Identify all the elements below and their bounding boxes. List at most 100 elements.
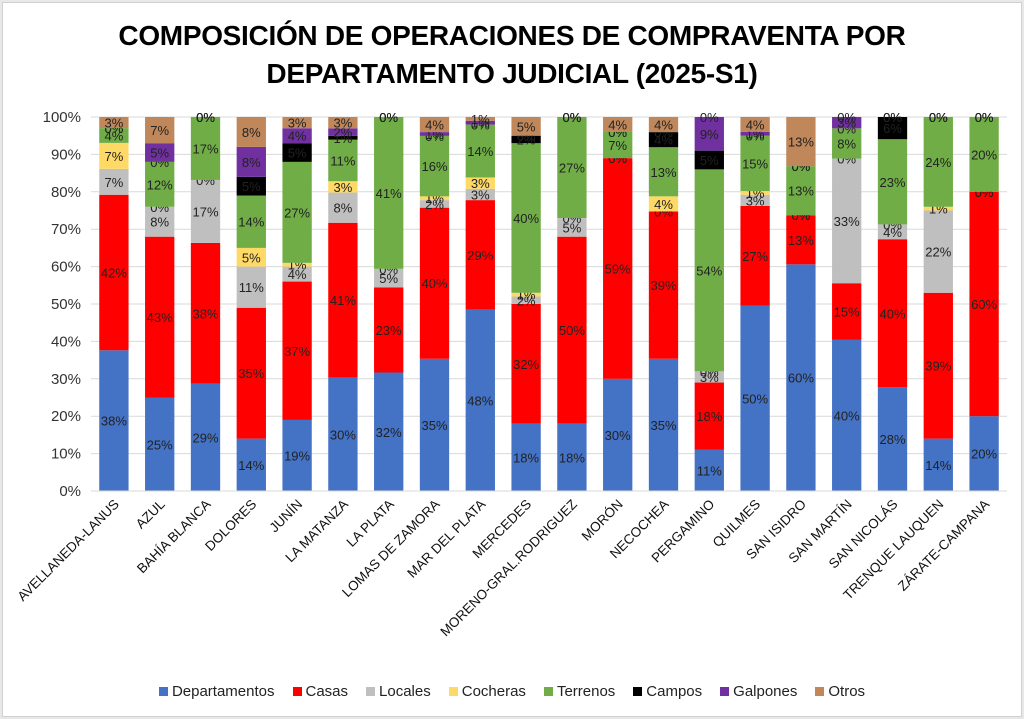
bar-segment-terrenos[interactable]	[282, 161, 312, 263]
bar-segment-galpones[interactable]	[236, 146, 266, 177]
bar-segment-cocheras[interactable]	[328, 181, 358, 193]
bar-segment-casas[interactable]	[282, 281, 312, 420]
legend-item-departamentos[interactable]: Departamentos	[158, 683, 275, 700]
bar-segment-departamentos[interactable]	[603, 378, 633, 491]
bar-segment-otros[interactable]	[99, 117, 129, 129]
bar-segment-departamentos[interactable]	[969, 416, 999, 491]
bar-segment-terrenos[interactable]	[832, 128, 862, 159]
bar-segment-terrenos[interactable]	[786, 166, 816, 216]
bar-segment-terrenos[interactable]	[740, 135, 770, 192]
legend-item-casas[interactable]: Casas	[292, 683, 348, 700]
bar-segment-otros[interactable]	[419, 117, 450, 133]
bar-segment-campos[interactable]	[328, 135, 358, 140]
bar-segment-casas[interactable]	[328, 222, 358, 378]
bar-segment-departamentos[interactable]	[832, 339, 862, 491]
bar-segment-galpones[interactable]	[328, 128, 358, 136]
bar-segment-departamentos[interactable]	[99, 350, 129, 491]
bar-segment-cocheras[interactable]	[511, 292, 541, 297]
legend-item-locales[interactable]: Locales	[366, 683, 431, 700]
bar-segment-galpones[interactable]	[465, 120, 495, 125]
bar-segment-cocheras[interactable]	[465, 177, 495, 189]
bar-segment-galpones[interactable]	[419, 132, 450, 136]
bar-segment-terrenos[interactable]	[969, 117, 999, 192]
bar-segment-departamentos[interactable]	[374, 372, 404, 491]
bar-segment-locales[interactable]	[923, 210, 953, 293]
bar-segment-casas[interactable]	[648, 211, 679, 359]
bar-segment-departamentos[interactable]	[145, 397, 175, 492]
bar-segment-casas[interactable]	[465, 200, 495, 310]
bar-segment-departamentos[interactable]	[190, 383, 221, 491]
bar-segment-locales[interactable]	[145, 206, 175, 237]
bar-segment-galpones[interactable]	[145, 143, 175, 162]
bar-segment-cocheras[interactable]	[648, 196, 679, 212]
bar-segment-otros[interactable]	[786, 117, 816, 167]
bar-segment-departamentos[interactable]	[511, 423, 541, 491]
bar-segment-terrenos[interactable]	[145, 161, 175, 207]
bar-segment-casas[interactable]	[969, 191, 999, 417]
bar-segment-otros[interactable]	[328, 117, 358, 129]
bar-segment-terrenos[interactable]	[648, 147, 679, 197]
bar-segment-galpones[interactable]	[282, 128, 312, 144]
bar-segment-departamentos[interactable]	[923, 438, 953, 491]
bar-segment-casas[interactable]	[603, 158, 633, 379]
bar-segment-otros[interactable]	[648, 117, 679, 133]
bar-segment-casas[interactable]	[236, 307, 266, 439]
bar-segment-terrenos[interactable]	[465, 124, 495, 178]
bar-segment-terrenos[interactable]	[557, 117, 587, 218]
bar-segment-otros[interactable]	[236, 117, 266, 147]
bar-segment-casas[interactable]	[877, 239, 908, 388]
bar-segment-locales[interactable]	[282, 266, 312, 282]
bar-segment-locales[interactable]	[877, 224, 908, 240]
bar-segment-locales[interactable]	[99, 168, 129, 195]
bar-segment-casas[interactable]	[145, 236, 175, 398]
bar-segment-terrenos[interactable]	[374, 117, 404, 269]
bar-segment-otros[interactable]	[740, 117, 770, 132]
bar-segment-departamentos[interactable]	[557, 423, 587, 491]
bar-segment-locales[interactable]	[694, 371, 724, 383]
bar-segment-casas[interactable]	[419, 207, 450, 359]
legend-item-cocheras[interactable]: Cocheras	[448, 683, 526, 700]
bar-segment-otros[interactable]	[465, 117, 495, 121]
bar-segment-departamentos[interactable]	[877, 387, 908, 491]
bar-segment-galpones[interactable]	[694, 117, 724, 151]
bar-segment-departamentos[interactable]	[648, 358, 679, 491]
bar-segment-casas[interactable]	[923, 292, 953, 439]
bar-segment-cocheras[interactable]	[923, 206, 953, 211]
bar-segment-otros[interactable]	[282, 117, 312, 129]
bar-segment-terrenos[interactable]	[511, 143, 541, 293]
bar-segment-locales[interactable]	[511, 296, 541, 304]
bar-segment-locales[interactable]	[190, 179, 221, 243]
bar-segment-casas[interactable]	[374, 287, 404, 373]
bar-segment-campos[interactable]	[511, 135, 541, 144]
bar-segment-casas[interactable]	[557, 236, 587, 424]
legend-item-otros[interactable]: Otros	[815, 683, 865, 700]
bar-segment-cocheras[interactable]	[236, 247, 266, 267]
bar-segment-locales[interactable]	[328, 192, 358, 223]
bar-segment-departamentos[interactable]	[419, 358, 450, 491]
bar-segment-departamentos[interactable]	[328, 377, 358, 491]
bar-segment-departamentos[interactable]	[465, 309, 495, 491]
bar-segment-departamentos[interactable]	[740, 305, 770, 491]
bar-segment-terrenos[interactable]	[190, 117, 221, 180]
bar-segment-locales[interactable]	[740, 194, 770, 206]
bar-segment-departamentos[interactable]	[694, 449, 724, 491]
bar-segment-terrenos[interactable]	[328, 139, 358, 182]
bar-segment-casas[interactable]	[832, 283, 862, 340]
bar-segment-locales[interactable]	[557, 217, 587, 237]
bar-segment-terrenos[interactable]	[694, 169, 724, 372]
bar-segment-cocheras[interactable]	[282, 262, 312, 267]
bar-segment-casas[interactable]	[694, 382, 724, 450]
bar-segment-locales[interactable]	[465, 188, 495, 201]
bar-segment-departamentos[interactable]	[236, 438, 266, 491]
bar-segment-locales[interactable]	[832, 158, 862, 284]
bar-segment-campos[interactable]	[236, 176, 266, 196]
bar-segment-otros[interactable]	[603, 117, 633, 132]
bar-segment-casas[interactable]	[511, 304, 541, 424]
bar-segment-terrenos[interactable]	[99, 128, 129, 143]
bar-segment-otros[interactable]	[145, 117, 175, 144]
legend-item-galpones[interactable]: Galpones	[720, 683, 797, 700]
bar-segment-terrenos[interactable]	[603, 131, 633, 159]
bar-segment-campos[interactable]	[648, 132, 679, 148]
bar-segment-cocheras[interactable]	[99, 142, 129, 169]
bar-segment-casas[interactable]	[99, 194, 129, 351]
